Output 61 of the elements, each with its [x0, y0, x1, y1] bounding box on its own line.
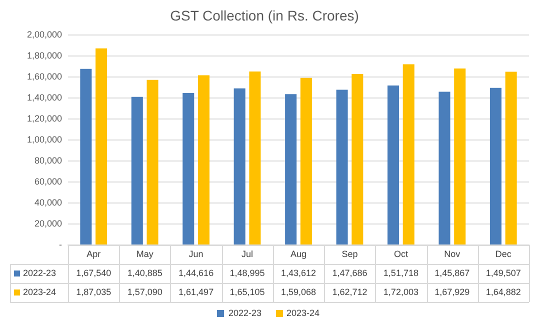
y-tick-label: - [59, 239, 62, 250]
data-label: 1,43,612 [280, 268, 316, 278]
data-label: 1,57,090 [127, 286, 162, 297]
bar [388, 86, 400, 244]
x-tick-label: Dec [495, 248, 512, 259]
data-label: 1,48,995 [230, 268, 265, 278]
data-label: 1,72,003 [383, 286, 418, 297]
x-tick-label: Jul [242, 248, 254, 259]
bar [300, 78, 312, 244]
x-tick-label: Aug [290, 248, 307, 259]
bar [131, 96, 143, 244]
bar [80, 68, 92, 244]
y-tick-label: 1,60,000 [26, 71, 62, 82]
data-label: 1,49,507 [486, 268, 521, 278]
data-label: 1,45,867 [434, 268, 470, 278]
y-tick-label: 40,000 [34, 197, 62, 208]
data-label: 1,65,105 [230, 286, 265, 297]
y-tick-label: 1,00,000 [26, 134, 62, 144]
bar [490, 88, 502, 244]
text: 2022-23 [228, 308, 262, 318]
data-label: 1,47,686 [332, 268, 368, 278]
bar [438, 92, 450, 244]
data-label: 1,67,540 [76, 268, 112, 278]
y-tick-label: 2,00,000 [26, 29, 62, 40]
y-tick-label: 1,20,000 [26, 113, 62, 124]
bar [249, 71, 261, 244]
legend-label: 2023-24 [23, 286, 56, 297]
data-label: 1,67,929 [434, 286, 470, 297]
x-tick-label: May [136, 248, 154, 259]
bar [352, 74, 364, 244]
data-label: 1,64,882 [486, 286, 521, 297]
x-tick-label: Sep [342, 248, 358, 259]
x-tick-label: Nov [444, 248, 461, 259]
data-label: 1,51,718 [383, 268, 418, 278]
data-label: 1,59,068 [280, 286, 316, 297]
bar [402, 64, 414, 244]
y-tick-label: 1,80,000 [26, 50, 62, 60]
data-label: 1,40,885 [127, 268, 162, 278]
bar [505, 72, 517, 244]
bar [454, 68, 466, 244]
y-tick-label: 1,40,000 [26, 92, 62, 102]
bar [198, 75, 210, 244]
data-label: 1,61,497 [178, 286, 214, 297]
x-tick-label: Oct [394, 248, 408, 259]
data-label: 1,87,035 [76, 286, 112, 297]
y-tick-label: 60,000 [34, 176, 62, 186]
bar [96, 48, 108, 244]
data-label: 1,44,616 [178, 268, 214, 278]
bar [182, 93, 194, 244]
legend-label: 2022-23 [23, 268, 56, 278]
x-tick-label: Apr [86, 248, 101, 259]
y-tick-label: 80,000 [34, 155, 62, 166]
x-tick-label: Jun [188, 248, 204, 259]
y-tick-label: 20,000 [34, 218, 62, 228]
bar [234, 88, 246, 244]
chart-title: GST Collection (in Rs. Crores) [170, 7, 359, 24]
bar [285, 94, 297, 244]
text: 2023-24 [286, 308, 320, 318]
data-label: 1,62,712 [332, 286, 368, 297]
bar [336, 90, 348, 244]
bar [146, 80, 158, 244]
